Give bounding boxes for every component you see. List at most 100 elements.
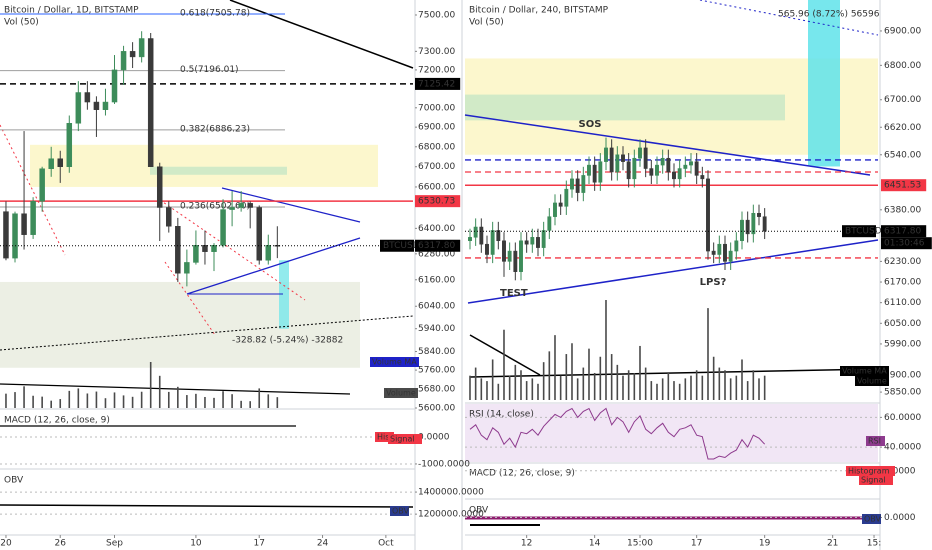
volume-tag-box [370,357,419,367]
volume-bar [213,397,215,408]
zone [465,94,785,121]
y-tick-label: 6620.00 [884,123,921,133]
trend-line [0,504,414,508]
volume-bar [605,300,607,400]
x-tick-label: 10 [190,539,202,549]
volume-bar [735,375,738,400]
y-tick-label: 7000.00 [418,103,455,113]
indicator-tag: Signal [861,476,886,485]
indicator-tag: Signal [390,435,415,444]
volume-bar [576,378,579,400]
y-tick-label: 6900.00 [418,123,455,133]
volume-bar [131,396,134,408]
y-tick-label: 6040.00 [418,302,455,312]
candle-body [507,250,512,262]
x-tick-label: 15: [867,539,881,549]
volume-bar [582,367,585,400]
chart-title: Bitcoin / Dollar, 240, BITSTAMP [469,6,609,16]
fib-label: 0.382(6886.23) [180,124,250,134]
trend-line [464,114,871,176]
candle-body [12,213,18,259]
candle-body [120,51,127,71]
volume-bar [480,378,483,400]
volume-bar [718,367,721,400]
x-tick-label: 17 [254,539,265,549]
indicator-tick-label: -1000.0000 [418,459,470,469]
volume-bar [23,386,25,408]
volume-bar [571,343,573,400]
rsi-band [465,404,878,462]
annotation: -328.82 (-5.24%) -32882 [232,336,343,346]
axis-tag: 6451.53 [884,181,921,191]
volume-bar [474,367,477,400]
fib-label: 0.236(6502.60) [180,201,250,211]
trend-line [0,383,351,395]
trend-line [0,315,414,351]
volume-bar [537,383,539,400]
axis-tag: 7125.42 [418,79,455,89]
zone [0,281,360,368]
volume-bar [240,400,242,408]
volume-bar [616,364,619,400]
volume-bar [231,394,233,408]
candle-body [21,213,27,235]
y-tick-label: 5600.00 [418,404,455,414]
indicator-tag: His [377,433,389,442]
indicator-tag: RSI [868,437,881,446]
candle-body [93,101,100,110]
trend-line [467,239,879,304]
volume-bar [565,354,568,400]
annotation: TEST [500,288,528,299]
y-tick-label: 5680.00 [418,384,455,394]
candle-body [468,237,472,242]
volume-bar [678,383,681,400]
candle-body [473,226,478,238]
y-tick-label: 6900.00 [884,26,921,36]
y-tick-label: 6110.00 [884,298,921,308]
volume-bar [195,393,197,408]
volume-bar [469,375,471,400]
candle-body [536,237,540,248]
candle-body [547,216,552,231]
candle-body [632,157,637,180]
indicator-tag-box [388,434,422,444]
candle-body [745,219,750,235]
axis-tag: BTCUSD [383,241,420,251]
candle-body [626,161,631,180]
volume-bar [86,393,89,408]
volume-bar [752,370,755,400]
candle-body [677,168,682,180]
volume-tag: Volume [386,389,416,398]
trend-line [0,124,66,256]
candle-body [75,92,82,124]
candle-body [570,178,574,190]
volume-bar [599,356,602,400]
volume-bar [68,390,71,408]
candle-body [621,154,625,162]
volume-bar [758,378,760,400]
volume-bar [695,370,698,400]
y-tick-label: 6800.00 [884,61,921,71]
candle-body [587,164,591,176]
fib-label: 0.618(7505.78) [180,8,250,18]
volume-bar [77,388,80,408]
indicator-title: OBV [4,476,24,486]
axis-tag-box [881,179,927,192]
y-tick-label: 5900.00 [884,370,921,380]
volume-bar [559,375,562,400]
indicator-tick-label: 0.0000 [418,432,450,442]
indicator-tag: OBV [864,515,882,524]
volume-bar [158,375,161,408]
y-tick-label: 6700.00 [884,95,921,105]
volume-tag: Volume [857,377,887,386]
axis-tag-box [415,77,461,90]
indicator-tick-label: 1200000.0000 [418,510,484,520]
candle-body [519,240,523,272]
volume-bar [497,383,500,400]
axis-tag: 6317.80 [418,241,455,251]
volume-bar [633,372,636,400]
candle-body [524,240,529,245]
indicator-title: RSI (14, close) [469,410,534,420]
x-tick-label: Sep [106,539,123,549]
y-tick-label: 6160.00 [418,275,455,285]
